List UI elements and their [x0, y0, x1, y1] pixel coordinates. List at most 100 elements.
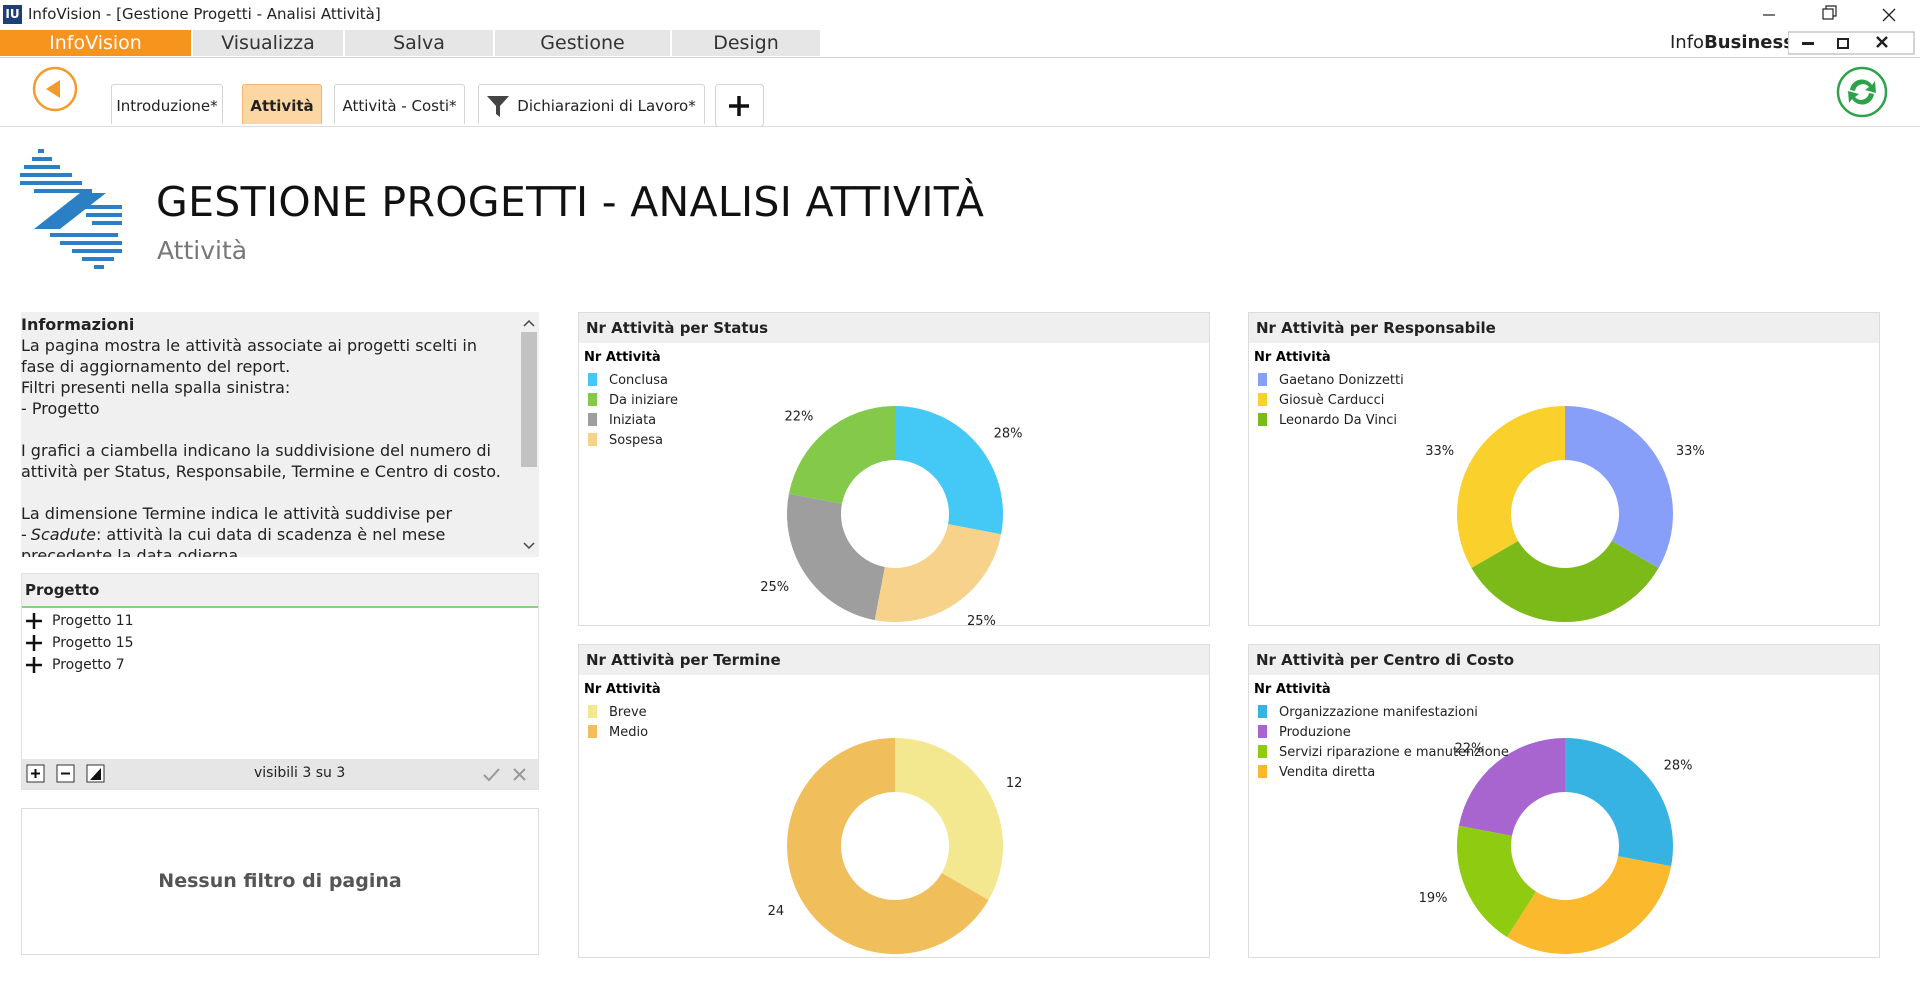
confirm[interactable] [483, 768, 500, 782]
window-controls[interactable] [1740, 0, 1920, 30]
refresh-circle [1836, 66, 1888, 118]
donut-segment[interactable] [1471, 541, 1659, 622]
legend-title: Nr Attività [1254, 682, 1331, 697]
add-tab[interactable] [715, 84, 765, 126]
cancel[interactable] [513, 768, 526, 781]
legend-label[interactable]: Vendita diretta [1279, 765, 1375, 780]
expand-node[interactable] [24, 611, 44, 631]
donut-segment[interactable] [787, 738, 989, 954]
plus [26, 635, 42, 651]
donut-segment[interactable] [1565, 738, 1673, 867]
menu-item[interactable]: Design [672, 30, 820, 56]
page-title: GESTIONE PROGETTI - ANALISI ATTIVITÀ [156, 178, 985, 226]
data-label: 33% [1676, 444, 1705, 459]
legend-title: Nr Attività [1254, 350, 1331, 365]
chart: 28% 22% 25% 25% Nr Attività Conclusa Da inizia… [584, 350, 1023, 625]
legend-label[interactable]: Produzione [1279, 725, 1351, 740]
legend-label[interactable]: Medio [609, 725, 648, 740]
chart-panel: Nr Attività per Responsabile33%33%33%Nr … [1248, 312, 1880, 626]
tab[interactable]: Attività - Costi* [334, 84, 465, 124]
back-button[interactable] [31, 65, 81, 115]
info-text: Informazioni La pagina mostra le attivit… [21, 314, 511, 557]
chart-panel: Nr Attività per Termine 12 24 Nr Attività Br… [578, 644, 1210, 958]
data-label: 28% [994, 426, 1023, 441]
donut-segment[interactable] [1507, 856, 1672, 954]
legend-label[interactable]: Iniziata [609, 413, 656, 428]
filter-item[interactable]: Progetto 11 [24, 610, 134, 632]
tab-label: Dichiarazioni di Lavoro* [517, 97, 696, 115]
data-label: 25% [967, 614, 996, 625]
donut-segment[interactable] [1565, 406, 1673, 568]
data-label: 24 [768, 904, 785, 919]
menu-item[interactable]: InfoVision [0, 30, 191, 56]
legend-title: Nr Attività [584, 350, 661, 365]
info-line: La pagina mostra le attività associate a… [21, 336, 478, 376]
filter-item-label: Progetto 7 [52, 657, 125, 673]
legend-label[interactable]: Servizi riparazione e manutenzione [1279, 745, 1509, 760]
filter-item[interactable]: Progetto 15 [24, 632, 134, 654]
menu-item[interactable]: Salva [345, 30, 493, 56]
info-item-term: Scadute [30, 525, 96, 544]
expand-node[interactable] [24, 655, 44, 675]
logo [20, 149, 122, 269]
data-label: 22% [1455, 741, 1484, 756]
close[interactable] [1882, 8, 1896, 22]
data-label: 33% [1425, 444, 1454, 459]
info-item-text: : attività la cui data di scadenza è nel… [21, 525, 446, 557]
legend-label[interactable]: Giosuè Carducci [1279, 393, 1384, 408]
chart-panel: Nr Attività per Centro di Costo 28% 22% 19%… [1248, 644, 1880, 958]
brand-name: Business [1704, 32, 1794, 53]
info-line: I grafici a ciambella indicano la suddiv… [21, 441, 501, 481]
doc-close[interactable] [1876, 36, 1888, 48]
chart-title: Nr Attività per Centro di Costo [1249, 645, 1879, 675]
donut-segment[interactable] [895, 738, 1003, 900]
refresh-button[interactable] [1835, 65, 1889, 119]
app-icon: IU [3, 5, 22, 24]
doc-restore[interactable] [1837, 38, 1849, 49]
tab[interactable]: Attività [242, 84, 322, 124]
plus [26, 657, 42, 673]
info-item: - Scadute: attività la cui data di scaden… [21, 524, 511, 557]
chart-title: Nr Attività per Termine [579, 645, 1209, 675]
page-subtitle: Attività [157, 236, 248, 265]
scroll-thumb[interactable] [521, 332, 537, 467]
tab[interactable]: Introduzione* [111, 84, 223, 124]
donut-segment[interactable] [787, 493, 885, 621]
scroll-arrows[interactable] [523, 319, 535, 550]
doc-controls-frame [1788, 31, 1915, 55]
donut-segment[interactable] [1457, 825, 1537, 938]
scrollbar[interactable] [519, 312, 539, 557]
legend-label[interactable]: Da iniziare [609, 393, 678, 408]
data-label: 22% [785, 409, 814, 424]
doc-minimize[interactable] [1802, 42, 1814, 45]
chart: 12 24 Nr Attività Breve Medio [584, 682, 1022, 954]
tab-label: Introduzione* [116, 97, 218, 115]
legend-label[interactable]: Leonardo Da Vinci [1279, 413, 1397, 428]
filter-item-label: Progetto 15 [52, 635, 134, 651]
tab[interactable]: Dichiarazioni di Lavoro* [478, 84, 705, 124]
menu-item[interactable]: Gestione [495, 30, 670, 56]
filter-panel: Progetto Progetto 11 Progetto 15 Progetto … [21, 573, 539, 790]
donut-segment[interactable] [788, 406, 895, 504]
legend-label[interactable]: Conclusa [609, 373, 668, 388]
filter-item[interactable]: Progetto 7 [24, 654, 134, 676]
donut-segment[interactable] [895, 406, 1003, 535]
legend-label[interactable]: Breve [609, 705, 647, 720]
legend-swatch [1258, 725, 1267, 738]
toolbar-divider [0, 126, 1920, 127]
restore[interactable] [1822, 8, 1834, 20]
menu-item[interactable]: Visualizza [193, 30, 343, 56]
info-title: Informazioni [21, 315, 135, 334]
legend-label[interactable]: Gaetano Donizzetti [1279, 373, 1404, 388]
tab-label: Attività - Costi* [342, 97, 457, 115]
legend-swatch [588, 725, 597, 738]
donut-segment[interactable] [1458, 738, 1565, 836]
legend-label[interactable]: Organizzazione manifestazioni [1279, 705, 1478, 720]
refresh-icon [1848, 79, 1876, 105]
donut-segment[interactable] [874, 524, 1002, 622]
donut-segment[interactable] [1457, 406, 1565, 568]
legend-label[interactable]: Sospesa [609, 433, 663, 448]
expand-node[interactable] [24, 633, 44, 653]
back-arrow [46, 80, 60, 98]
